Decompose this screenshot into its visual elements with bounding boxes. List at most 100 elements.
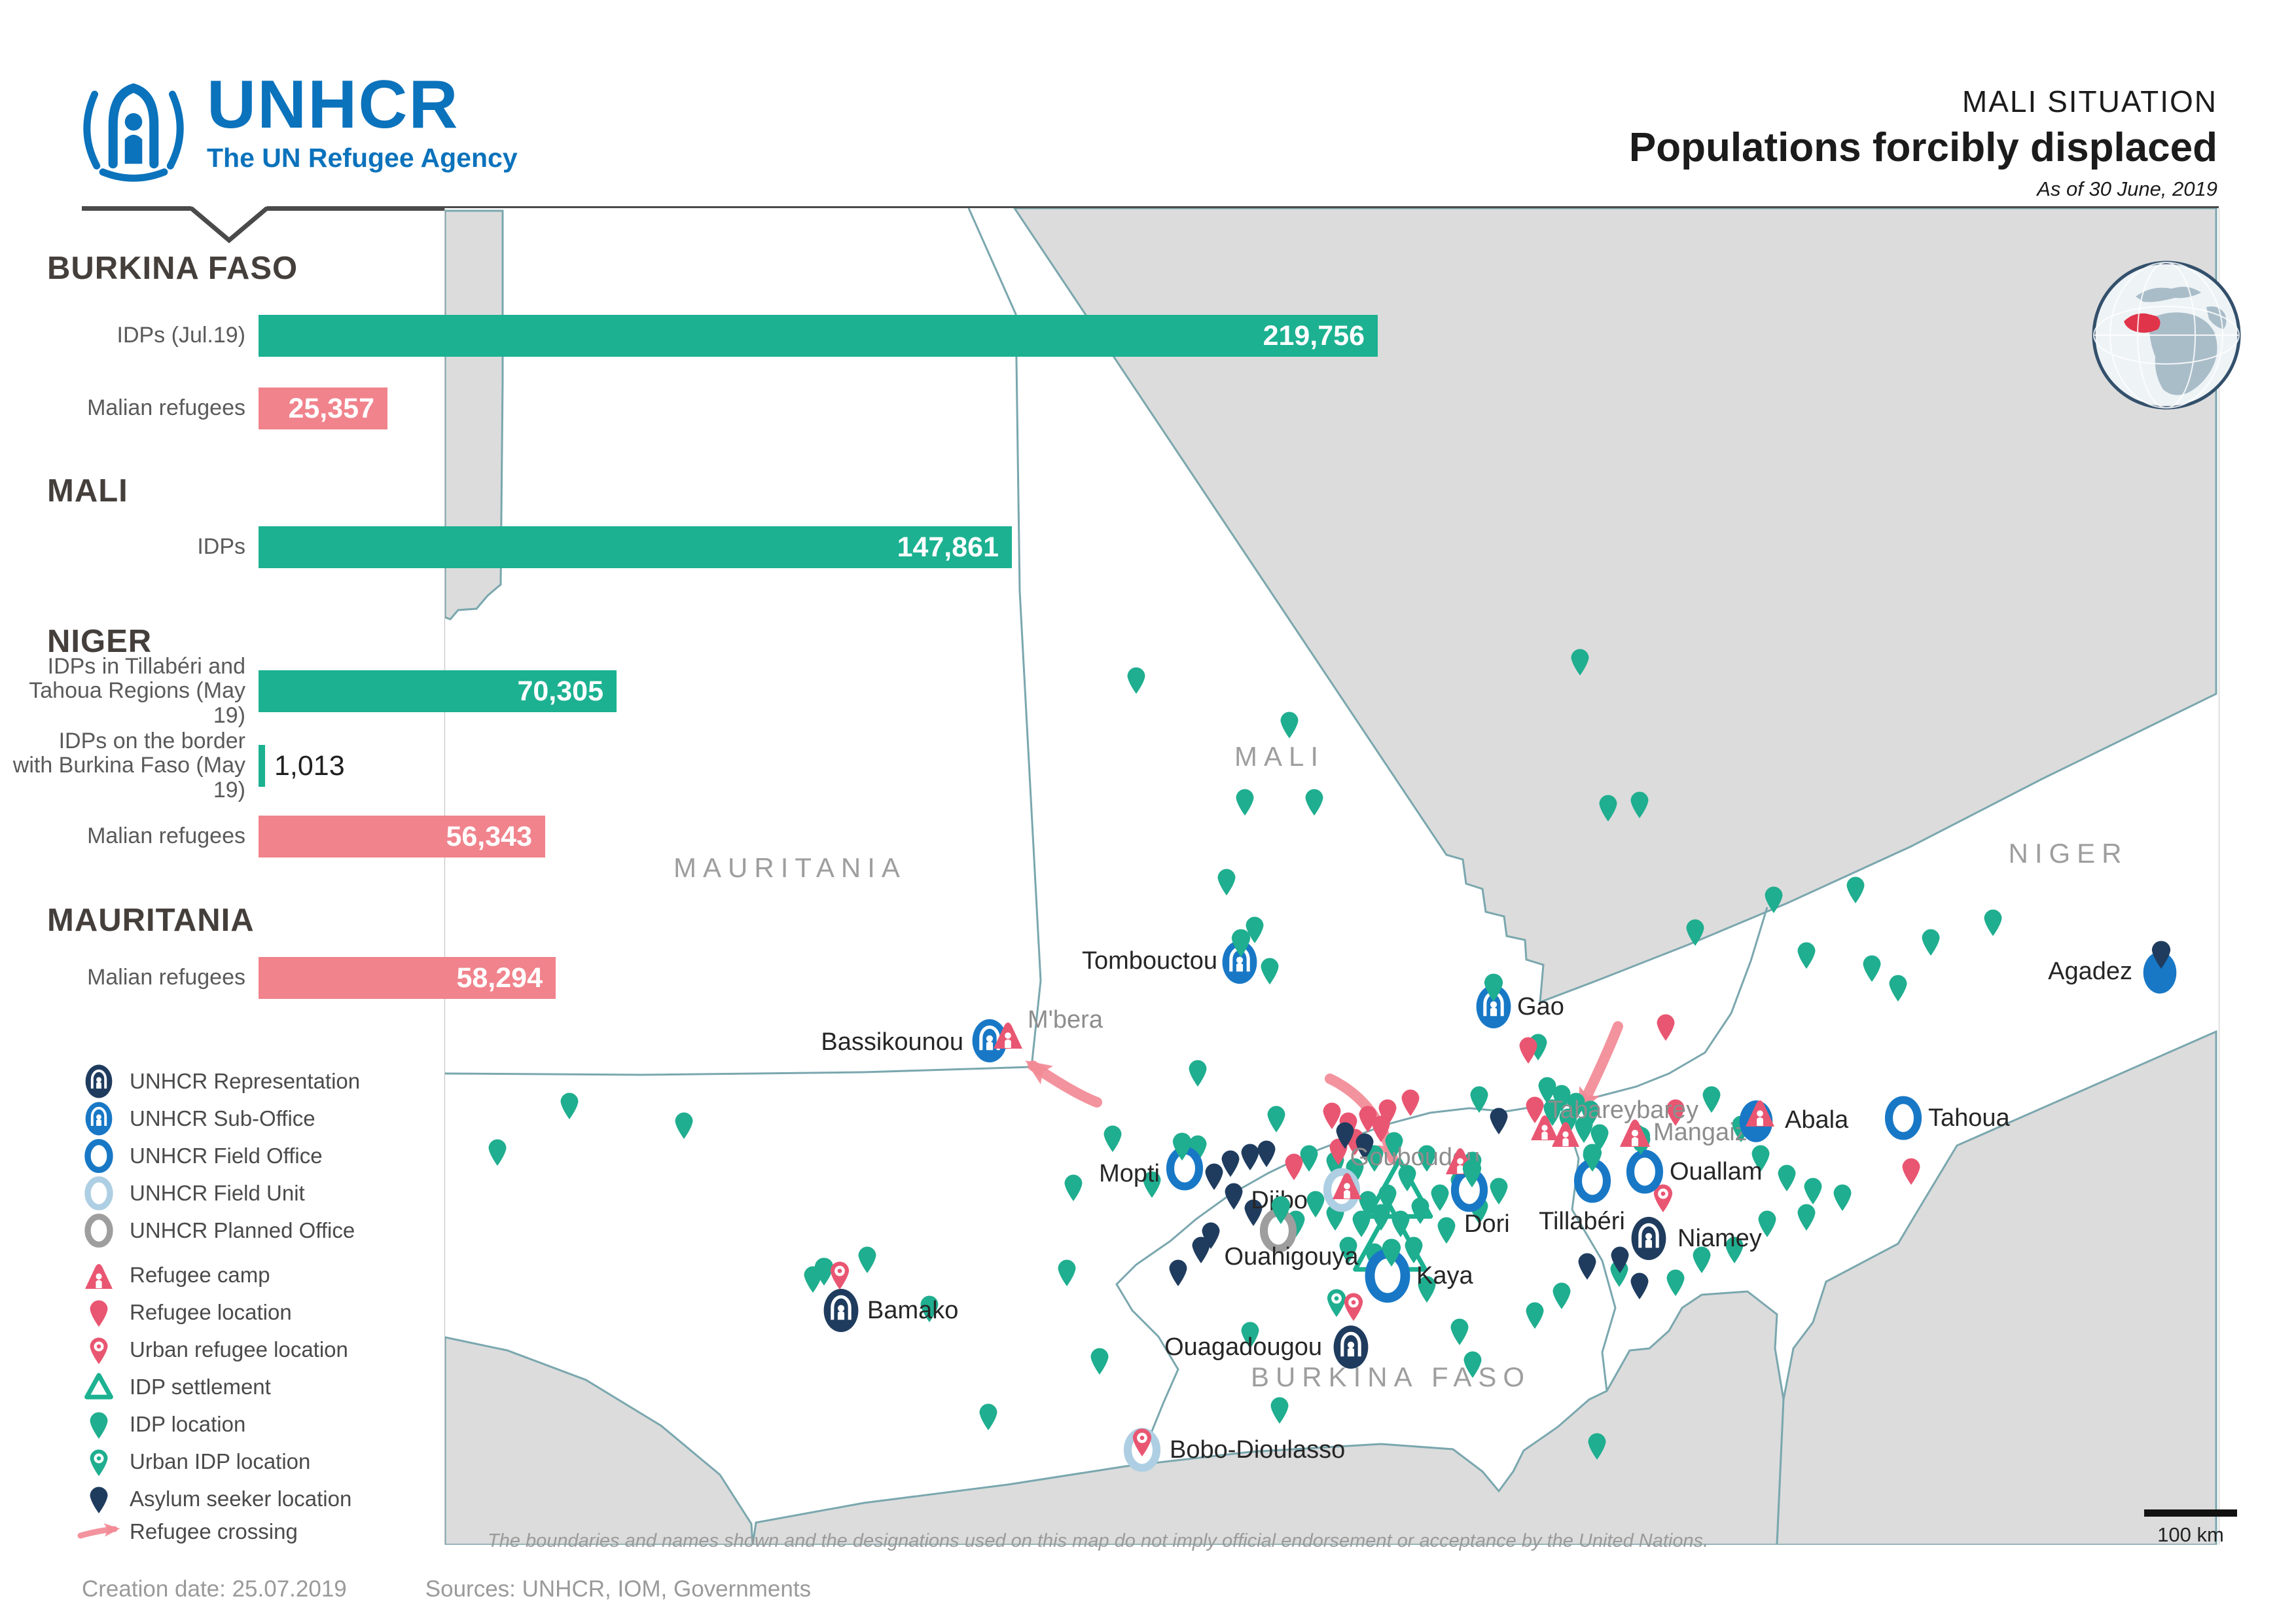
decor — [1398, 1164, 1416, 1191]
decor — [1306, 1191, 1325, 1218]
decor — [77, 1406, 120, 1443]
stat-row: Malian refugees 58,294 — [0, 957, 556, 999]
decor — [96, 1456, 101, 1461]
idp-location-pin — [1588, 1433, 1606, 1460]
asylum-seeker-pin — [1336, 1122, 1354, 1149]
city-marker-ouahigouya: Ouahigouya — [1225, 1196, 1359, 1271]
decor — [77, 1212, 120, 1249]
legend-label: Refugee crossing — [130, 1519, 298, 1543]
stat-row: IDPs on the border with Burkina Faso (May… — [0, 729, 345, 802]
decor — [1169, 1259, 1187, 1286]
decor — [1599, 795, 1617, 821]
decor — [1217, 869, 1236, 895]
decor — [1271, 1196, 1291, 1224]
planned-icon — [84, 1214, 113, 1248]
decor — [837, 1311, 845, 1320]
city-label-bamako: Bamako — [867, 1297, 958, 1324]
city-marker-bamako: Bamako — [814, 1257, 958, 1332]
decor — [858, 1246, 876, 1273]
decor — [1902, 1158, 1920, 1185]
ref-pin-icon — [90, 1300, 108, 1327]
decor — [77, 1138, 120, 1174]
decor — [1559, 1108, 1577, 1135]
country-guinea-senegal — [445, 1336, 754, 1545]
decor — [1552, 1085, 1571, 1111]
idp-location-pin — [1372, 1204, 1390, 1231]
decor — [979, 1025, 1000, 1051]
decor — [77, 1331, 120, 1368]
map-scalebar: 100 km — [2135, 1509, 2246, 1547]
country-label-mauritania: MAURITANIA — [673, 852, 906, 883]
decor — [986, 1041, 994, 1051]
decor — [96, 1344, 101, 1349]
idp-location-pin — [1189, 1060, 1207, 1087]
arrow-icon — [77, 1523, 120, 1539]
fieldoffice-icon — [1626, 1149, 1664, 1194]
refugee-location-pin — [1359, 1106, 1377, 1132]
decor: IDPs — [197, 534, 245, 560]
idp-location-pin — [1804, 1178, 1822, 1204]
decor — [1090, 1348, 1109, 1375]
decor — [1552, 1282, 1571, 1309]
decor: UNHCR The UN Refugee Agency — [207, 71, 518, 173]
decor — [1340, 1331, 1361, 1357]
idp-location-pin — [1922, 929, 1940, 956]
decor — [1571, 649, 1589, 676]
idp-location-pin — [1450, 1318, 1469, 1345]
decor — [1241, 1144, 1259, 1170]
city-marker-djibo: Djibo — [1251, 1168, 1362, 1214]
decor — [1418, 1145, 1436, 1172]
idp-location-pin — [1391, 1210, 1410, 1237]
section-header-burkina-faso: BURKINA FASO — [47, 251, 298, 286]
city-marker-gao: Gao — [1476, 973, 1564, 1028]
stat-value: 70,305 — [517, 675, 603, 707]
decor — [1139, 1435, 1145, 1441]
decor — [1638, 1223, 1659, 1248]
decor — [1686, 919, 1704, 946]
representation-icon — [1631, 1217, 1666, 1260]
representation-icon — [1333, 1326, 1369, 1369]
planned-icon — [84, 1214, 113, 1248]
decor — [1470, 1086, 1488, 1113]
suboffice-icon — [85, 1102, 113, 1136]
refugee-camp-icon — [1531, 1115, 1558, 1140]
idp-location-pin — [1581, 1100, 1600, 1127]
decor — [1562, 1131, 1569, 1138]
decor: Malian refugees — [87, 823, 245, 849]
decor — [1541, 1131, 1548, 1140]
country-label-niger: NIGER — [2008, 838, 2128, 869]
idp-location-pin — [1241, 1322, 1259, 1348]
decor — [1631, 1130, 1639, 1137]
suboffice-icon — [972, 1019, 1007, 1062]
idp-location-pin — [1630, 791, 1649, 818]
page-title-small: MALI SITUATION — [1962, 84, 2217, 118]
country-algeria — [1013, 208, 2217, 1004]
decor — [77, 1063, 120, 1100]
country-western-sahara — [445, 209, 504, 621]
decor — [1693, 1246, 1711, 1273]
city-marker-tillaberi: Tillabéri — [1539, 1144, 1625, 1235]
urban-location-pin — [90, 1337, 108, 1364]
city-marker-ouagadougou: Ouagadougou — [1164, 1289, 1369, 1369]
urban-idp-pin — [1327, 1289, 1346, 1317]
decor — [1189, 1135, 1207, 1162]
decor — [1300, 1145, 1318, 1172]
city-label-tillaberi: Tillabéri — [1539, 1208, 1625, 1235]
city-marker-mbera: M'bera — [1028, 1006, 1103, 1034]
stat-value: 219,756 — [1263, 319, 1365, 352]
legend-label: UNHCR Planned Office — [130, 1218, 355, 1242]
decor: with Burkina Faso (May 19) — [12, 753, 245, 803]
stat-bar: 25,357 — [259, 388, 387, 429]
map-group — [2093, 262, 2240, 408]
decor — [2143, 952, 2177, 994]
decor — [77, 1257, 120, 1293]
decor — [1778, 1164, 1796, 1191]
asy-pin-icon — [90, 1487, 108, 1513]
stat-label: IDPs in Tillabéri and Tahoua Regions (May… — [0, 654, 245, 728]
idp-location-pin — [1693, 1246, 1711, 1273]
decor — [2151, 941, 2171, 969]
idp-location-pin — [1889, 975, 1907, 1001]
legend-label: Refugee location — [130, 1300, 292, 1324]
stat-row: Malian refugees 25,357 — [0, 388, 387, 429]
idp-location-pin — [1559, 1108, 1577, 1135]
